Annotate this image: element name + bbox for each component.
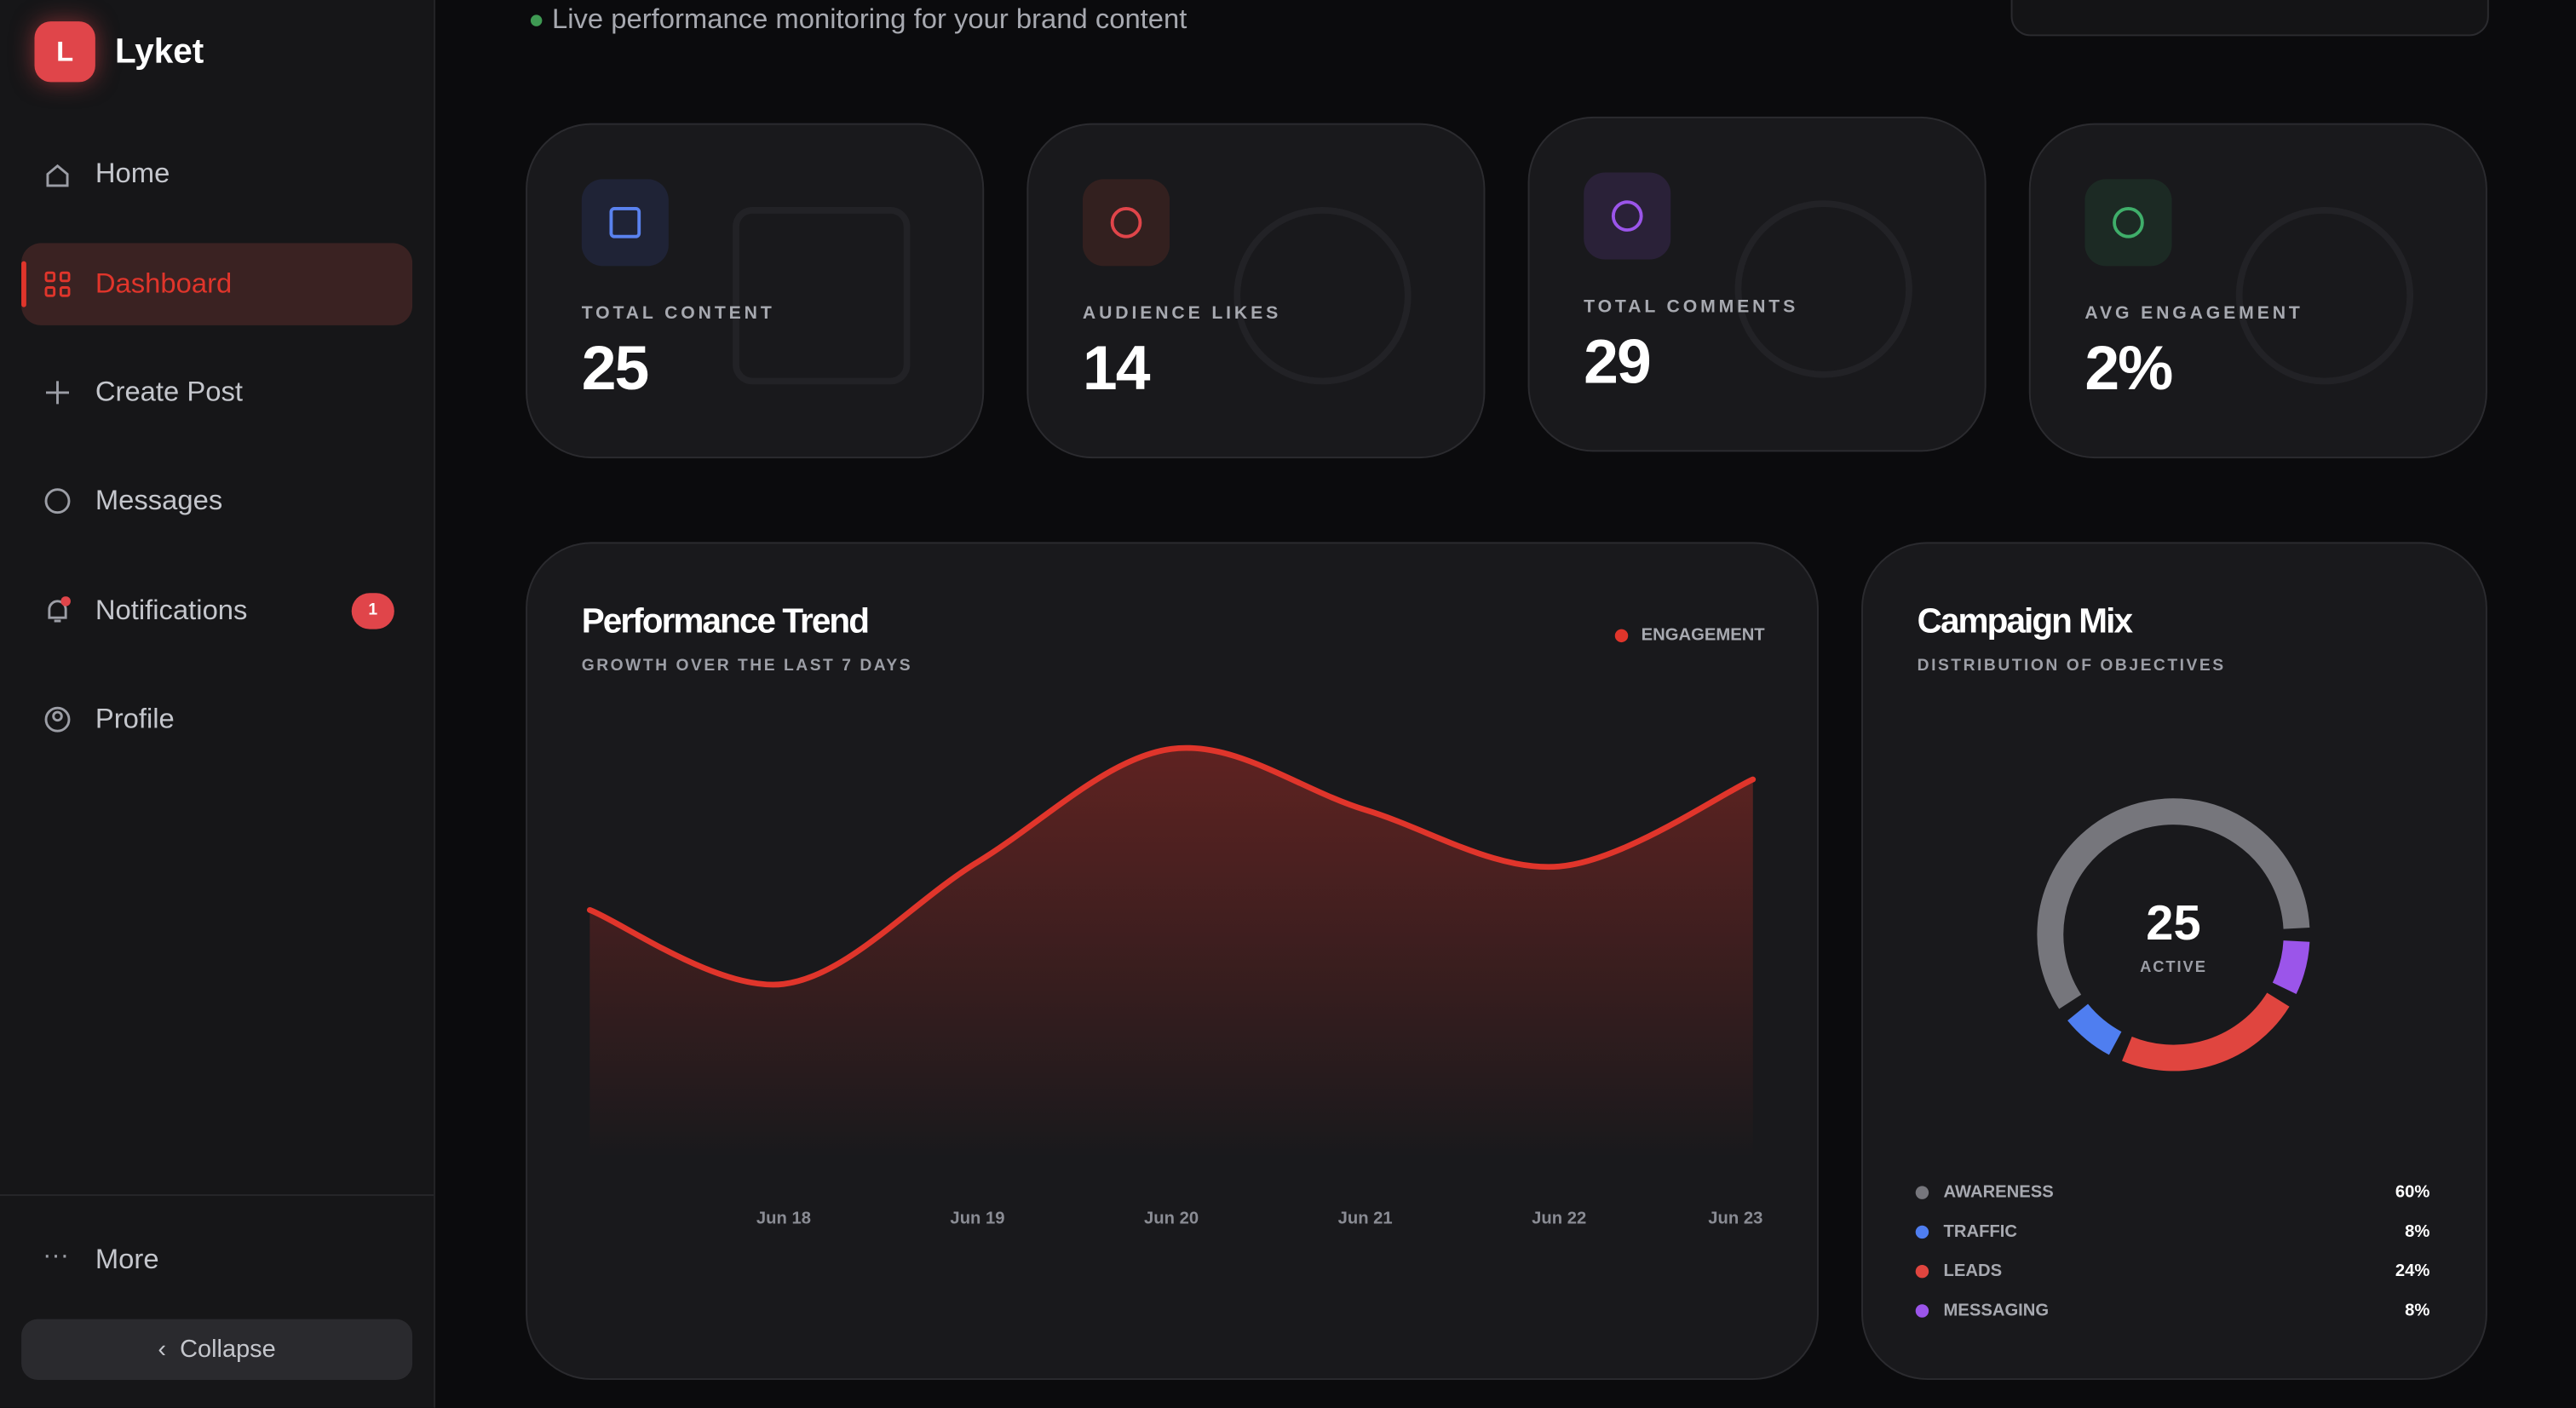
nav-icon	[43, 486, 72, 516]
more-icon: ···	[43, 1241, 69, 1270]
nav-item[interactable]: Notifications	[95, 595, 248, 626]
nav-icon	[43, 269, 72, 299]
stat-card: TOTAL CONTENT 25	[526, 123, 985, 459]
legend-dot	[1915, 1304, 1929, 1318]
donut-center-value: 25	[2146, 896, 2200, 951]
active-pill	[21, 243, 413, 325]
icon	[46, 164, 69, 187]
brand-name: Lyket	[114, 32, 204, 71]
legend-dot	[1614, 629, 1629, 643]
legend-dot	[1915, 1186, 1929, 1199]
legend-dot	[1915, 1264, 1929, 1279]
stat-watermark	[1734, 200, 1912, 378]
nav-icon	[43, 378, 72, 408]
icon	[48, 596, 71, 623]
donut-center-label: ACTIVE	[2140, 957, 2207, 975]
trend-subtitle: GROWTH OVER THE LAST 7 DAYS	[581, 657, 913, 675]
icon	[44, 271, 71, 297]
legend-value: 8%	[2405, 1301, 2429, 1319]
x-tick-label: Jun 19	[950, 1209, 1004, 1227]
icon	[45, 381, 69, 405]
collapse-label: Collapse	[180, 1335, 276, 1364]
icon	[44, 488, 71, 514]
donut-segment	[2122, 992, 2290, 1072]
legend-label: ENGAGEMENT	[1642, 626, 1766, 645]
stat-watermark	[2235, 206, 2414, 385]
x-tick-label: Jun 23	[1708, 1209, 1762, 1227]
nav-item[interactable]: Profile	[95, 703, 175, 735]
donut-segment	[2272, 940, 2310, 995]
mix-subtitle: DISTRIBUTION OF OBJECTIVES	[1917, 657, 2226, 675]
legend-label: MESSAGING	[1943, 1301, 2049, 1319]
stat-label: TOTAL CONTENT	[581, 303, 775, 324]
stat-watermark	[733, 206, 911, 385]
trend-title: Performance Trend	[581, 602, 870, 641]
stat-card: AUDIENCE LIKES 14	[1026, 123, 1486, 459]
stat-icon	[581, 179, 669, 267]
live-dot	[530, 14, 543, 26]
sidebar: L Lyket Home Dashboard Create Post Messages…	[0, 0, 436, 1408]
stat-card: TOTAL COMMENTS 29	[1527, 116, 1987, 452]
mix-title: Campaign Mix	[1917, 602, 2133, 641]
legend-value: 60%	[2395, 1182, 2430, 1201]
stat-watermark	[1233, 206, 1412, 385]
stat-label: TOTAL COMMENTS	[1584, 297, 1799, 318]
icon	[44, 706, 71, 733]
legend-label: AWARENESS	[1943, 1182, 2053, 1201]
stat-value: 2%	[2084, 335, 2173, 405]
nav-item[interactable]: Dashboard	[95, 267, 233, 299]
brand-logo: L	[34, 21, 95, 83]
stat-value: 14	[1082, 335, 1151, 405]
nav-icon	[43, 596, 72, 626]
x-tick-label: Jun 20	[1144, 1209, 1199, 1227]
header-subtitle: Live performance monitoring for your bra…	[551, 3, 1187, 35]
nav-item[interactable]: Messages	[95, 484, 223, 516]
nav-icon	[43, 704, 72, 734]
stat-label: AUDIENCE LIKES	[1082, 303, 1282, 324]
nav-item[interactable]: Create Post	[95, 376, 243, 408]
divider	[0, 1194, 434, 1196]
stat-value: 25	[581, 335, 650, 405]
notification-badge: 1	[351, 593, 394, 629]
active-indicator	[21, 261, 26, 307]
legend-dot	[1915, 1225, 1929, 1239]
header-controls	[2010, 0, 2489, 37]
stat-icon-glyph	[1110, 206, 1142, 238]
x-tick-label: Jun 18	[756, 1209, 811, 1227]
donut-segment	[2037, 798, 2310, 1009]
legend-label: TRAFFIC	[1943, 1222, 2017, 1241]
stat-icon-glyph	[1611, 200, 1643, 232]
stat-icon-glyph	[609, 206, 641, 238]
legend-label: LEADS	[1943, 1261, 2002, 1280]
stat-card: AVG ENGAGEMENT 2%	[2028, 123, 2487, 459]
stat-icon-glyph	[2113, 206, 2144, 238]
nav-item[interactable]: Home	[95, 158, 170, 189]
area	[589, 748, 1753, 1158]
legend-value: 8%	[2405, 1222, 2429, 1241]
more[interactable]: More	[95, 1243, 159, 1275]
collapse-button[interactable]: ‹ Collapse	[21, 1319, 413, 1380]
collapse-icon: ‹	[158, 1335, 181, 1364]
line	[586, 744, 1757, 988]
nav-icon	[43, 159, 72, 189]
donut-segment	[2067, 1003, 2122, 1055]
mix-card: Campaign Mix DISTRIBUTION OF OBJECTIVES	[1861, 542, 2487, 1380]
stat-value: 29	[1584, 328, 1652, 398]
stat-label: AVG ENGAGEMENT	[2084, 303, 2303, 324]
x-tick-label: Jun 21	[1338, 1209, 1393, 1227]
x-tick-label: Jun 22	[1532, 1209, 1586, 1227]
legend-value: 24%	[2395, 1261, 2430, 1280]
